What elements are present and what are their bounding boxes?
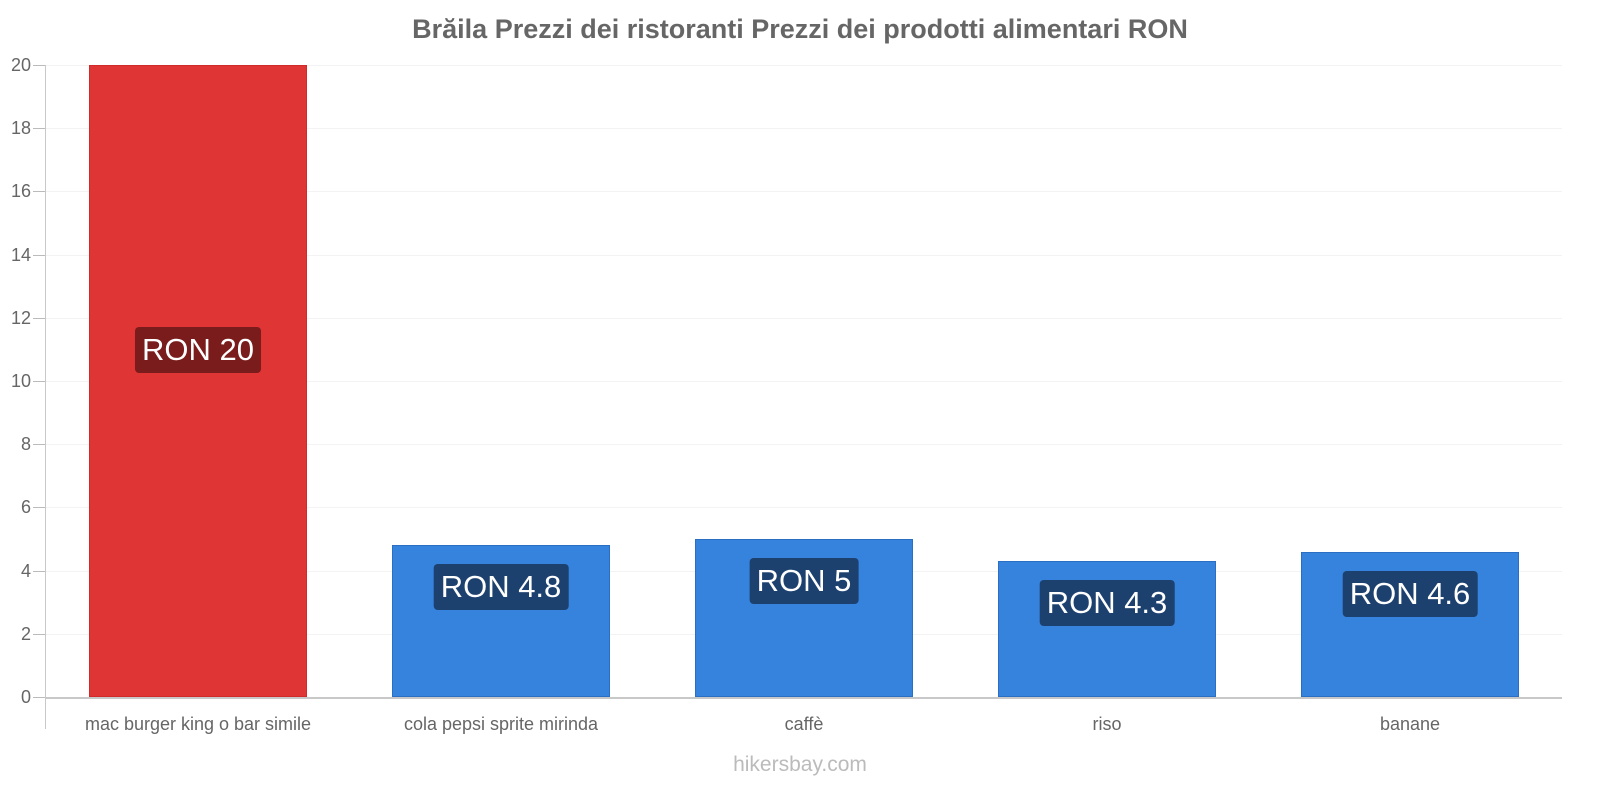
x-category-label: banane [1379,714,1441,734]
gridline [46,255,1562,256]
bar-value-label: RON 4.6 [1342,571,1478,617]
y-tick-label: 10 [10,371,31,391]
bar-value-label: RON 5 [749,558,859,604]
source-watermark: hikersbay.com [733,753,867,776]
x-category-label: mac burger king o bar simile [84,714,312,734]
x-category-label: cola pepsi sprite mirinda [403,714,599,734]
bar-value-label: RON 4.3 [1039,580,1175,626]
gridline [46,381,1562,382]
y-tick-label: 6 [20,497,31,517]
y-tick-mark [33,697,45,698]
y-tick-label: 18 [10,118,31,138]
y-tick-label: 14 [10,245,31,265]
y-tick-mark [33,634,45,635]
y-tick-mark [33,381,45,382]
y-tick-mark [33,444,45,445]
y-tick-label: 16 [10,181,31,201]
y-tick-label: 8 [20,434,31,454]
y-tick-mark [33,318,45,319]
gridline [46,318,1562,319]
gridline [46,191,1562,192]
y-tick-mark [33,571,45,572]
y-tick-mark [33,507,45,508]
y-tick-label: 20 [10,55,31,75]
y-tick-mark [33,128,45,129]
y-tick-mark [33,65,45,66]
gridline [46,507,1562,508]
y-tick-label: 12 [10,308,31,328]
gridline [46,444,1562,445]
gridline [46,65,1562,66]
y-tick-mark [33,191,45,192]
y-tick-mark [33,255,45,256]
gridline [46,128,1562,129]
y-tick-label: 2 [20,624,31,644]
x-category-label: riso [1092,714,1122,734]
bar-0[interactable] [89,65,307,697]
x-axis-line [45,697,1562,699]
x-category-label: caffè [784,714,824,734]
chart-title: Brăila Prezzi dei ristoranti Prezzi dei … [412,14,1188,44]
y-tick-label: 0 [20,687,31,707]
y-axis-line [45,65,46,729]
bar-value-label: RON 4.8 [433,564,569,610]
bar-1[interactable] [392,545,610,697]
y-tick-label: 4 [20,561,31,581]
bar-value-label: RON 20 [135,327,261,373]
